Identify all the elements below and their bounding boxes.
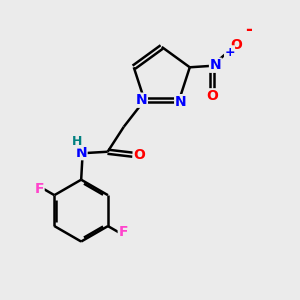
Text: +: + [224,46,235,59]
Text: N: N [175,95,186,109]
Text: F: F [118,225,128,239]
Text: O: O [206,89,218,103]
Text: F: F [34,182,44,196]
Text: N: N [136,93,147,107]
Text: N: N [210,58,221,72]
Text: O: O [231,38,242,52]
Text: -: - [245,21,252,39]
Text: N: N [75,146,87,160]
Text: H: H [71,135,82,148]
Text: O: O [133,148,145,162]
